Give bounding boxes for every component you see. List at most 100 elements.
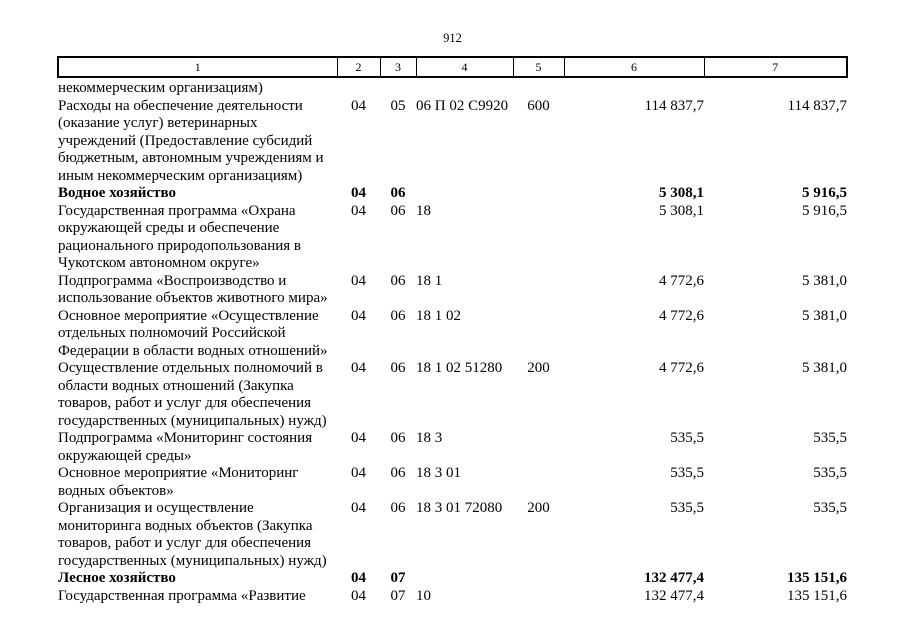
cell-c6: 535,5	[670, 500, 704, 516]
cell-c2: 04	[351, 97, 366, 114]
cell-c3: 06	[390, 185, 406, 201]
cell-c7: 135 151,6	[787, 570, 847, 586]
cell-c3: 07	[390, 570, 406, 586]
table-row: Подпрограмма «Воспроизводство и использо…	[58, 273, 847, 308]
cell-c6: 132 477,4	[644, 587, 704, 604]
cell-c7: 535,5	[813, 500, 847, 516]
cell-c4: 18 1	[416, 272, 443, 289]
cell-c5	[513, 430, 564, 465]
cell-c3	[380, 77, 416, 98]
table-row: Расходы на обеспечение деятельности (ока…	[58, 98, 847, 186]
table-row: Государственная программа «Развитие 04 07 1…	[58, 588, 847, 606]
cell-c6: 4 772,6	[659, 272, 704, 289]
header-col-7: 7	[703, 56, 848, 78]
table-row: Основное мероприятие «Мониторинг водных …	[58, 465, 847, 500]
cell-c2: 04	[351, 360, 366, 376]
header-col-6: 6	[563, 56, 705, 78]
budget-table: 1 2 3 4 5 6 7 некоммерческим организация…	[57, 56, 848, 605]
cell-c7: 5 381,0	[802, 272, 847, 289]
cell-c1: Осуществление отдельных полномочий в обл…	[58, 360, 327, 429]
table-row: Государственная программа «Охрана окружа…	[58, 203, 847, 273]
cell-c1: Лесное хозяйство	[58, 570, 176, 586]
cell-c6	[564, 77, 704, 98]
cell-c1: Государственная программа «Охрана окружа…	[58, 202, 301, 272]
cell-c7: 5 916,5	[802, 185, 847, 201]
cell-c2	[337, 77, 380, 98]
cell-c6: 5 308,1	[659, 202, 704, 219]
cell-c1: Государственная программа «Развитие	[58, 587, 306, 604]
cell-c2: 04	[351, 430, 366, 446]
table-row: Водное хозяйство 04 06 5 308,1 5 916,5	[58, 185, 847, 203]
page-number: 912	[443, 31, 462, 45]
cell-c5	[513, 185, 564, 203]
header-col-1: 1	[57, 56, 338, 78]
cell-c4: 10	[416, 587, 431, 604]
table-header-row: 1 2 3 4 5 6 7	[57, 56, 848, 78]
table-row: Лесное хозяйство 04 07 132 477,4 135 151,6	[58, 570, 847, 588]
cell-c1: Организация и осуществление мониторинга …	[58, 500, 327, 569]
cell-c5	[513, 588, 564, 606]
cell-c2: 04	[351, 587, 366, 604]
cell-c2: 04	[351, 570, 366, 586]
cell-c7: 5 916,5	[802, 202, 847, 219]
cell-c1: Основное мероприятие «Мониторинг водных …	[58, 465, 299, 499]
cell-c5: 200	[527, 360, 550, 376]
cell-c7: 5 381,0	[802, 360, 847, 376]
cell-c6: 535,5	[670, 465, 704, 481]
table-row: некоммерческим организациям)	[58, 77, 847, 98]
cell-c1: Подпрограмма «Воспроизводство и использо…	[58, 272, 328, 307]
cell-c5	[513, 77, 564, 98]
cell-c5: 600	[527, 97, 550, 114]
cell-c3: 06	[390, 360, 406, 376]
cell-c3: 06	[390, 430, 406, 446]
cell-c4	[416, 570, 513, 588]
cell-c2: 04	[351, 202, 366, 219]
cell-c7: 135 151,6	[787, 587, 847, 604]
cell-c7: 5 381,0	[802, 307, 847, 324]
cell-c4	[416, 185, 513, 203]
cell-c6: 132 477,4	[644, 570, 704, 586]
cell-c6: 5 308,1	[659, 185, 704, 201]
header-col-5: 5	[512, 56, 565, 78]
table-header: 1 2 3 4 5 6 7	[57, 56, 848, 78]
cell-c5	[513, 308, 564, 361]
cell-c5	[513, 570, 564, 588]
cell-c3: 07	[390, 587, 406, 604]
cell-c7	[704, 77, 847, 98]
cell-c1: некоммерческим организациям)	[58, 80, 263, 96]
cell-c3: 06	[390, 465, 406, 481]
cell-c6: 535,5	[670, 430, 704, 446]
cell-c5: 200	[527, 500, 550, 516]
cell-c3: 05	[390, 97, 406, 114]
cell-c1: Основное мероприятие «Осуществление отде…	[58, 307, 328, 359]
cell-c4: 18 1 02 51280	[416, 360, 503, 376]
cell-c7: 114 837,7	[787, 97, 847, 114]
header-col-3: 3	[379, 56, 417, 78]
cell-c2: 04	[351, 185, 366, 201]
cell-c7: 535,5	[813, 465, 847, 481]
cell-c6: 114 837,7	[644, 97, 704, 114]
table-row: Организация и осуществление мониторинга …	[58, 500, 847, 570]
cell-c3: 06	[390, 272, 406, 289]
cell-c5	[513, 465, 564, 500]
table-body: некоммерческим организациям) Расходы на о…	[58, 77, 847, 605]
cell-c4: 18 3 01 72080	[416, 500, 503, 516]
cell-c7: 535,5	[813, 430, 847, 446]
cell-c3: 06	[390, 500, 406, 516]
cell-c2: 04	[351, 500, 366, 516]
cell-c6: 4 772,6	[659, 307, 704, 324]
cell-c4: 06 П 02 С9920	[416, 97, 509, 114]
table-row: Подпрограмма «Мониторинг состояния окруж…	[58, 430, 847, 465]
cell-c4: 18 1 02	[416, 307, 461, 324]
cell-c5	[513, 203, 564, 273]
header-col-2: 2	[336, 56, 381, 78]
table-row: Осуществление отдельных полномочий в обл…	[58, 360, 847, 430]
table-row: Основное мероприятие «Осуществление отде…	[58, 308, 847, 361]
cell-c6: 4 772,6	[659, 360, 704, 376]
cell-c4	[416, 77, 513, 98]
cell-c3: 06	[390, 307, 406, 324]
cell-c4: 18 3 01	[416, 465, 461, 481]
header-col-4: 4	[415, 56, 514, 78]
cell-c1: Подпрограмма «Мониторинг состояния окруж…	[58, 430, 313, 464]
